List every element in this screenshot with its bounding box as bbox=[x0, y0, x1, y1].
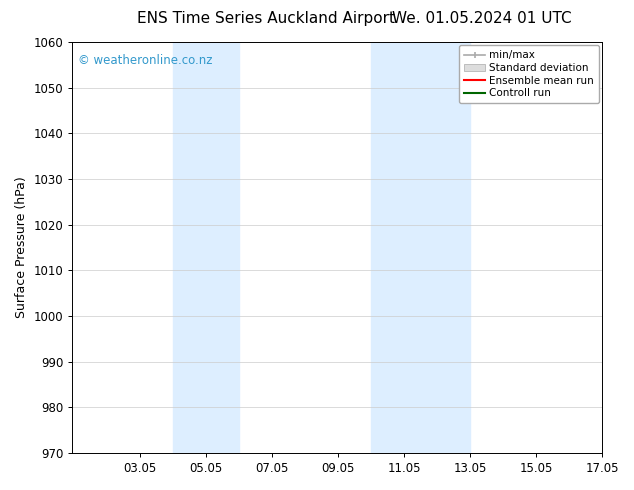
Bar bbox=[173, 42, 239, 453]
Bar bbox=[371, 42, 470, 453]
Legend: min/max, Standard deviation, Ensemble mean run, Controll run: min/max, Standard deviation, Ensemble me… bbox=[459, 45, 599, 103]
Text: © weatheronline.co.nz: © weatheronline.co.nz bbox=[77, 54, 212, 68]
Y-axis label: Surface Pressure (hPa): Surface Pressure (hPa) bbox=[15, 176, 28, 318]
Text: ENS Time Series Auckland Airport: ENS Time Series Auckland Airport bbox=[138, 11, 395, 26]
Text: We. 01.05.2024 01 UTC: We. 01.05.2024 01 UTC bbox=[392, 11, 572, 26]
